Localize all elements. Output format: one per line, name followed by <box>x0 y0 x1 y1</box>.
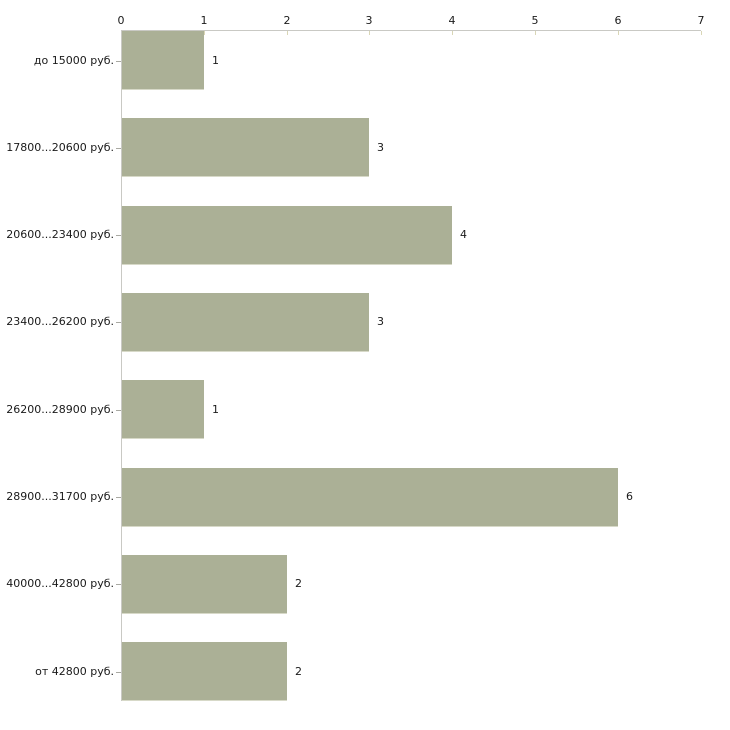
x-axis-tick-label: 1 <box>200 14 208 27</box>
category-tick <box>116 672 121 673</box>
x-axis-tick-label: 4 <box>448 14 456 27</box>
x-axis-tick-label: 2 <box>283 14 291 27</box>
category-tick <box>116 235 121 236</box>
x-axis-tick-label: 7 <box>697 14 705 27</box>
x-axis-tick <box>204 31 205 35</box>
category-tick <box>116 497 121 498</box>
bar <box>121 31 204 90</box>
bar-value-label: 3 <box>377 141 384 154</box>
bar-value-label: 1 <box>212 403 219 416</box>
category-label: 40000...42800 руб. <box>6 577 114 590</box>
x-axis-tick <box>287 31 288 35</box>
bar-value-label: 2 <box>295 577 302 590</box>
x-axis-tick <box>701 31 702 35</box>
x-axis-tick <box>618 31 619 35</box>
bar-value-label: 4 <box>460 228 467 241</box>
x-axis-tick-label: 0 <box>117 14 125 27</box>
bar-value-label: 3 <box>377 315 384 328</box>
bar-value-label: 1 <box>212 54 219 67</box>
category-label: 20600...23400 руб. <box>6 228 114 241</box>
category-label: от 42800 руб. <box>35 665 114 678</box>
category-label: 26200...28900 руб. <box>6 403 114 416</box>
category-tick <box>116 61 121 62</box>
x-axis-tick-label: 3 <box>365 14 373 27</box>
y-axis-line <box>121 30 122 701</box>
category-label: 23400...26200 руб. <box>6 315 114 328</box>
bar-value-label: 2 <box>295 665 302 678</box>
bar <box>121 468 618 527</box>
category-label: 17800...20600 руб. <box>6 141 114 154</box>
category-tick <box>116 148 121 149</box>
category-tick <box>116 584 121 585</box>
bar <box>121 206 452 265</box>
bar <box>121 642 287 701</box>
x-axis-tick-label: 5 <box>531 14 539 27</box>
bar <box>121 380 204 439</box>
bar <box>121 555 287 614</box>
category-tick <box>116 322 121 323</box>
x-axis-tick <box>452 31 453 35</box>
bar <box>121 293 369 352</box>
bar <box>121 118 369 177</box>
category-label: 28900...31700 руб. <box>6 490 114 503</box>
x-axis-line <box>121 30 701 31</box>
x-axis-tick <box>535 31 536 35</box>
category-label: до 15000 руб. <box>33 54 114 67</box>
x-axis-tick <box>369 31 370 35</box>
bar-value-label: 6 <box>626 490 633 503</box>
x-axis-tick-label: 6 <box>614 14 622 27</box>
category-tick <box>116 410 121 411</box>
